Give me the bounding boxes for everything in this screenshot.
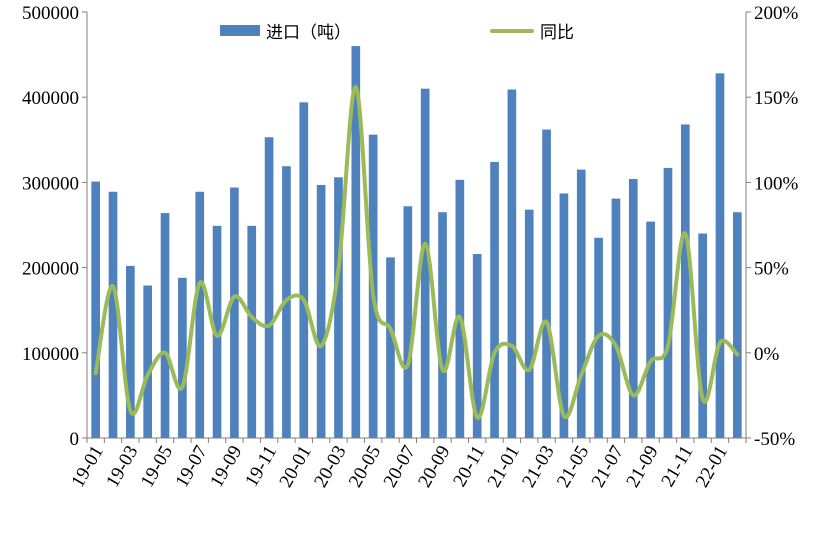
y-right-tick-label: 100% <box>754 173 799 194</box>
x-tick-label: 20-01 <box>276 442 316 491</box>
bar-22-01 <box>716 73 725 438</box>
bar-21-12 <box>698 234 707 438</box>
bar-21-07 <box>612 199 621 438</box>
legend-label-yoy: 同比 <box>540 18 574 43</box>
y-right-tick-labels: -50% 0% 50% 100% 150% 200% <box>754 3 799 450</box>
bar-19-02 <box>109 192 118 438</box>
y-left-tick-label: 200000 <box>22 259 79 280</box>
bar-19-01 <box>91 182 100 438</box>
y-right-tick-label: 200% <box>754 3 799 24</box>
y-right-tick-label: 50% <box>754 259 789 280</box>
bar-19-04 <box>143 285 152 438</box>
x-tick-label: 20-07 <box>380 442 420 491</box>
bar-21-02 <box>525 210 534 438</box>
y-left-tick-labels: 0 100000 200000 300000 400000 500000 <box>22 3 79 450</box>
y-left-tick-label: 0 <box>70 429 80 450</box>
bar-21-10 <box>664 168 673 438</box>
x-tick-label: 20-05 <box>345 442 385 491</box>
y-left-tick-label: 400000 <box>22 88 79 109</box>
bar-19-05 <box>161 213 170 438</box>
x-tick-label: 21-09 <box>622 442 662 491</box>
bar-20-10 <box>456 180 465 438</box>
y-left-tick-label: 500000 <box>22 3 79 24</box>
bar-19-09 <box>230 188 239 438</box>
bar-19-07 <box>195 192 204 438</box>
y-right-tick-label: 150% <box>754 88 799 109</box>
bar-19-06 <box>178 278 187 438</box>
x-tick-label: 21-01 <box>484 442 524 491</box>
x-tick-label: 21-03 <box>518 442 558 491</box>
x-tick-label: 21-05 <box>553 442 593 491</box>
bar-22-02 <box>733 212 742 438</box>
x-tick-labels: 19-0119-0319-0519-0719-0919-1120-0120-03… <box>67 442 732 491</box>
x-tick-label: 20-03 <box>310 442 350 491</box>
bar-19-11 <box>265 137 274 438</box>
x-tick-label: 19-03 <box>102 442 142 491</box>
bar-20-02 <box>317 185 326 438</box>
bar-21-05 <box>577 170 586 438</box>
legend-swatch-line <box>490 29 534 33</box>
bar-21-01 <box>508 90 517 438</box>
x-tick-label: 22-01 <box>692 442 732 491</box>
bar-20-12 <box>490 162 499 438</box>
bar-19-10 <box>247 226 256 438</box>
x-tick-label: 19-11 <box>241 442 281 490</box>
bar-21-11 <box>681 124 690 438</box>
bar-21-08 <box>629 179 638 438</box>
x-tick-label: 21-07 <box>588 442 628 491</box>
yoy-line <box>96 87 738 418</box>
bar-21-03 <box>542 130 551 438</box>
legend-label-imports: 进口（吨） <box>266 18 351 43</box>
y-left-tick-label: 300000 <box>22 173 79 194</box>
x-tick-label: 20-11 <box>449 442 489 490</box>
legend-item-imports: 进口（吨） <box>220 18 351 43</box>
x-tick-label: 21-11 <box>657 442 697 490</box>
x-tick-label: 19-09 <box>206 442 246 491</box>
y-right-tick-label: -50% <box>754 429 795 450</box>
x-tick-label: 19-05 <box>137 442 177 491</box>
y-right-tick-label: 0% <box>754 344 780 365</box>
bar-20-01 <box>299 102 308 438</box>
bar-21-09 <box>646 222 655 438</box>
x-tick-label: 20-09 <box>414 442 454 491</box>
line-series <box>96 87 738 418</box>
bar-20-09 <box>438 212 447 438</box>
legend-swatch-bar <box>220 25 260 36</box>
bar-20-07 <box>403 206 412 438</box>
y-left-tick-label: 100000 <box>22 344 79 365</box>
legend-item-yoy: 同比 <box>490 18 574 43</box>
bar-20-06 <box>386 257 395 438</box>
x-tick-label: 19-07 <box>171 442 211 491</box>
